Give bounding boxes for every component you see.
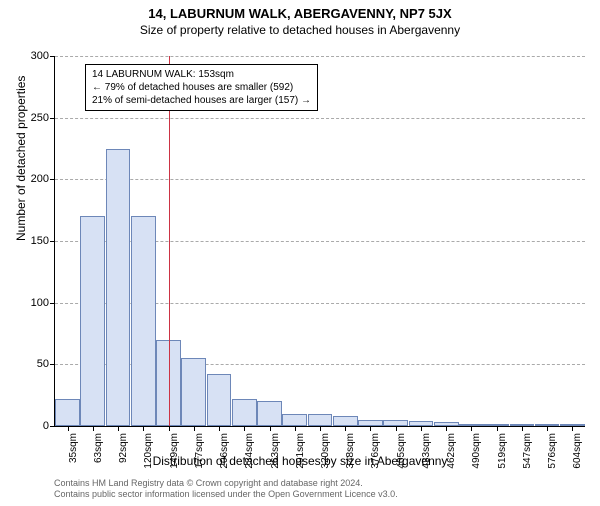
gridline <box>55 118 585 119</box>
bar <box>131 216 156 426</box>
chart-area: 05010015020025030035sqm63sqm92sqm120sqm1… <box>54 56 584 426</box>
chart-subtitle: Size of property relative to detached ho… <box>0 23 600 37</box>
x-tick <box>270 426 271 431</box>
x-tick <box>244 426 245 431</box>
bar <box>80 216 105 426</box>
x-tick <box>68 426 69 431</box>
chart-supertitle: 14, LABURNUM WALK, ABERGAVENNY, NP7 5JX <box>0 6 600 21</box>
x-tick <box>497 426 498 431</box>
y-tick <box>50 241 55 242</box>
y-axis-label: Number of detached properties <box>14 76 28 241</box>
x-tick <box>93 426 94 431</box>
y-tick-label: 100 <box>9 297 49 309</box>
y-tick <box>50 364 55 365</box>
info-box: 14 LABURNUM WALK: 153sqm← 79% of detache… <box>85 64 318 111</box>
x-tick <box>345 426 346 431</box>
y-tick-label: 300 <box>9 50 49 62</box>
x-tick <box>396 426 397 431</box>
y-tick-label: 250 <box>9 112 49 124</box>
y-tick-label: 0 <box>9 420 49 432</box>
x-tick <box>471 426 472 431</box>
info-box-line: ← 79% of detached houses are smaller (59… <box>92 81 311 94</box>
info-box-line: 21% of semi-detached houses are larger (… <box>92 94 311 107</box>
bar <box>207 374 232 426</box>
x-tick <box>118 426 119 431</box>
x-tick <box>169 426 170 431</box>
x-tick <box>522 426 523 431</box>
x-tick <box>143 426 144 431</box>
y-tick <box>50 118 55 119</box>
gridline <box>55 179 585 180</box>
x-tick <box>219 426 220 431</box>
footer-line-1: Contains HM Land Registry data © Crown c… <box>54 478 398 489</box>
footer-line-2: Contains public sector information licen… <box>54 489 398 500</box>
bar <box>232 399 257 426</box>
bar <box>282 414 307 426</box>
bar <box>333 416 358 426</box>
y-tick-label: 200 <box>9 173 49 185</box>
y-tick <box>50 426 55 427</box>
plot-area: 05010015020025030035sqm63sqm92sqm120sqm1… <box>54 56 585 427</box>
reference-line <box>169 56 170 426</box>
bar <box>181 358 206 426</box>
footer-attribution: Contains HM Land Registry data © Crown c… <box>54 478 398 501</box>
y-tick-label: 150 <box>9 235 49 247</box>
bar <box>106 149 131 427</box>
x-tick <box>421 426 422 431</box>
info-box-line: 14 LABURNUM WALK: 153sqm <box>92 68 311 81</box>
y-tick <box>50 179 55 180</box>
x-tick <box>547 426 548 431</box>
bar <box>55 399 80 426</box>
y-tick <box>50 56 55 57</box>
x-tick <box>446 426 447 431</box>
x-tick <box>370 426 371 431</box>
x-tick <box>572 426 573 431</box>
y-tick-label: 50 <box>9 358 49 370</box>
x-tick <box>320 426 321 431</box>
bar <box>257 401 282 426</box>
x-tick <box>295 426 296 431</box>
gridline <box>55 56 585 57</box>
x-axis-label: Distribution of detached houses by size … <box>0 454 600 468</box>
y-tick <box>50 303 55 304</box>
x-tick <box>194 426 195 431</box>
bar <box>308 414 333 426</box>
